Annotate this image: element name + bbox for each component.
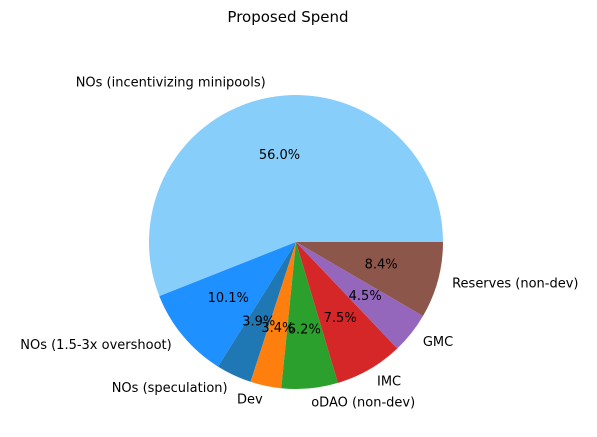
slice-imc bbox=[296, 242, 398, 383]
pct-label-nos-incentivizing-minipools: 56.0% bbox=[259, 148, 300, 163]
pct-label-nos-speculation: 3.9% bbox=[242, 314, 275, 329]
slice-gmc bbox=[296, 242, 423, 349]
label-imc: IMC bbox=[377, 374, 401, 389]
slice-dev bbox=[250, 242, 296, 389]
label-nos-incentivizing-minipools: NOs (incentivizing minipools) bbox=[76, 76, 266, 91]
pct-label-nos-1-5-3x-overshoot: 10.1% bbox=[208, 291, 249, 306]
pct-label-gmc: 4.5% bbox=[349, 289, 382, 304]
pct-label-dev: 3.4% bbox=[261, 321, 294, 336]
label-reserves-non-dev: Reserves (non-dev) bbox=[452, 277, 578, 292]
label-odao-non-dev: oDAO (non-dev) bbox=[311, 395, 415, 410]
slice-odao-non-dev bbox=[281, 242, 338, 390]
label-nos-1-5-3x-overshoot: NOs (1.5-3x overshoot) bbox=[20, 338, 171, 353]
pct-label-imc: 7.5% bbox=[324, 311, 357, 326]
label-gmc: GMC bbox=[423, 335, 453, 350]
pct-label-reserves-non-dev: 8.4% bbox=[365, 258, 398, 273]
pie-slices bbox=[149, 95, 443, 390]
slice-labels: NOs (incentivizing minipools) NOs (1.5-3x… bbox=[20, 76, 578, 411]
label-nos-speculation: NOs (speculation) bbox=[112, 381, 228, 396]
pct-label-odao-non-dev: 6.2% bbox=[288, 322, 321, 337]
slice-reserves-non-dev bbox=[296, 242, 443, 317]
slice-nos-1-5-3x-overshoot bbox=[159, 242, 296, 367]
slice-nos-speculation bbox=[218, 242, 296, 382]
chart-title: Proposed Spend bbox=[227, 8, 348, 26]
percentage-labels: 56.0% 10.1% 3.9%3.4%6.2%7.5% 4.5% 8.4% bbox=[208, 148, 398, 337]
label-dev: Dev bbox=[237, 393, 263, 408]
slice-nos-incentivizing-minipools bbox=[149, 95, 443, 297]
